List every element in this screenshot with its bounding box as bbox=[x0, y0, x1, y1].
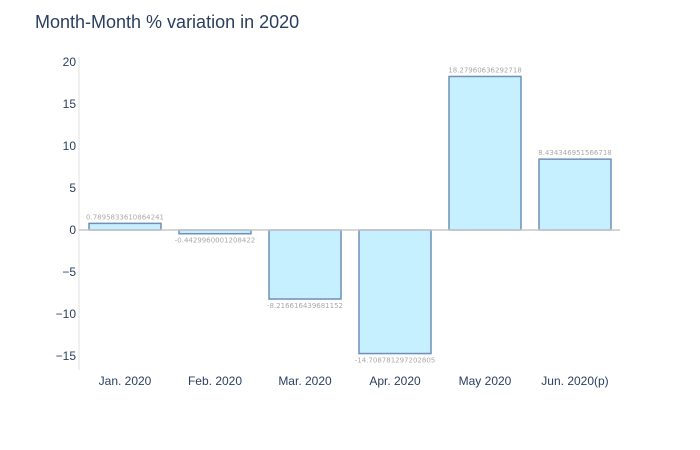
x-tick-label: Jun. 2020(p) bbox=[541, 374, 608, 388]
x-tick-label: Feb. 2020 bbox=[188, 374, 242, 388]
x-tick-label: May 2020 bbox=[459, 374, 512, 388]
y-axis: 20 15 10 5 0 −5 −10 −15 bbox=[56, 55, 80, 370]
data-label: 18.27960636292718 bbox=[448, 66, 521, 74]
y-tick-label: 0 bbox=[69, 223, 76, 237]
bar[interactable] bbox=[538, 158, 612, 231]
data-label: -8.216616439681152 bbox=[267, 302, 343, 310]
data-label: -0.4429960001208422 bbox=[175, 237, 255, 245]
bars bbox=[88, 75, 612, 355]
data-label: 0.7895833610864241 bbox=[86, 213, 164, 221]
y-tick-label: 20 bbox=[63, 55, 77, 69]
y-tick-label: 5 bbox=[69, 181, 76, 195]
data-label: -14.708781297202805 bbox=[355, 357, 435, 365]
data-label: 8.434346951566718 bbox=[538, 149, 611, 157]
bar[interactable] bbox=[448, 75, 522, 231]
y-tick-label: −15 bbox=[56, 349, 77, 363]
bar[interactable] bbox=[358, 229, 432, 355]
bar[interactable] bbox=[88, 222, 162, 231]
x-tick-label: Mar. 2020 bbox=[278, 374, 332, 388]
chart-title: Month-Month % variation in 2020 bbox=[35, 12, 300, 32]
x-tick-label: Apr. 2020 bbox=[369, 374, 421, 388]
bar[interactable] bbox=[268, 229, 342, 300]
y-tick-label: 10 bbox=[63, 139, 77, 153]
y-tick-label: −10 bbox=[56, 307, 77, 321]
x-tick-label: Jan. 2020 bbox=[99, 374, 152, 388]
y-tick-label: −5 bbox=[62, 265, 76, 279]
data-labels: 0.7895833610864241 -0.4429960001208422 -8.… bbox=[86, 66, 612, 364]
y-tick-label: 15 bbox=[63, 97, 77, 111]
x-axis: Jan. 2020 Feb. 2020 Mar. 2020 Apr. 2020 May … bbox=[99, 374, 609, 388]
